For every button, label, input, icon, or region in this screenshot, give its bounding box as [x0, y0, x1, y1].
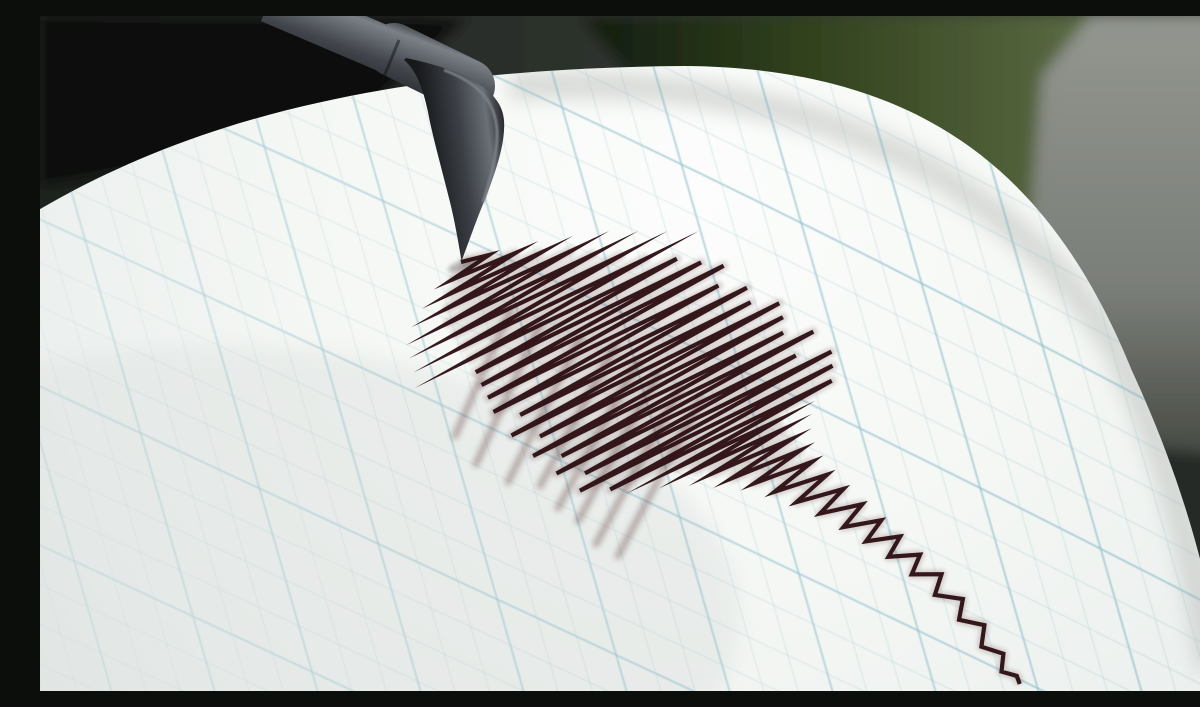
drum-edge-shading [509, 70, 1200, 668]
pen-needle [404, 58, 505, 261]
seismic-trace [405, 230, 1024, 686]
pen-tip-shadow [447, 257, 481, 273]
seismograph-photo [40, 16, 1200, 691]
trace-line [405, 230, 1022, 685]
pen-needle-highlight [443, 68, 499, 203]
stylus-pen [260, 16, 505, 273]
paper-lowerleft-shading [40, 346, 740, 691]
seismograph-scene [40, 16, 1200, 691]
pen-seam [379, 39, 401, 85]
